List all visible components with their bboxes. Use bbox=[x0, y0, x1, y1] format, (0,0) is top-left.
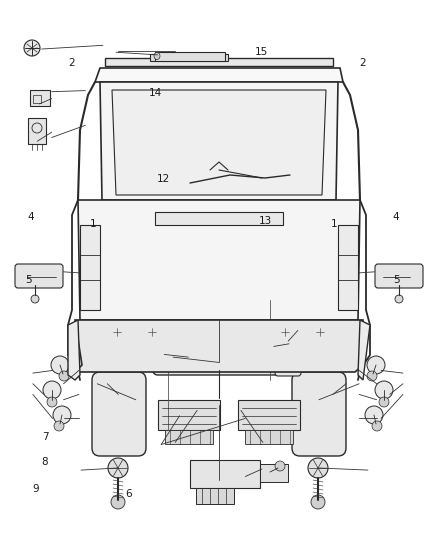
FancyBboxPatch shape bbox=[15, 264, 63, 288]
Circle shape bbox=[379, 397, 389, 407]
Circle shape bbox=[372, 421, 382, 431]
Ellipse shape bbox=[154, 52, 160, 60]
Circle shape bbox=[112, 327, 122, 337]
Text: 4: 4 bbox=[392, 213, 399, 222]
Circle shape bbox=[395, 295, 403, 303]
Polygon shape bbox=[95, 68, 343, 82]
Polygon shape bbox=[155, 212, 283, 225]
Text: 5: 5 bbox=[393, 275, 400, 285]
Text: 1: 1 bbox=[90, 219, 96, 229]
Circle shape bbox=[51, 356, 69, 374]
Bar bbox=[196, 488, 234, 504]
Circle shape bbox=[205, 156, 233, 184]
Text: 7: 7 bbox=[42, 432, 48, 442]
Polygon shape bbox=[338, 225, 358, 310]
Circle shape bbox=[108, 458, 128, 478]
Text: 2: 2 bbox=[359, 58, 366, 68]
Bar bbox=[155, 52, 225, 61]
Polygon shape bbox=[112, 90, 326, 195]
Bar bbox=[260, 464, 288, 482]
Circle shape bbox=[367, 356, 385, 374]
Bar bbox=[105, 58, 333, 66]
FancyBboxPatch shape bbox=[153, 343, 285, 375]
Circle shape bbox=[311, 495, 325, 509]
Polygon shape bbox=[78, 200, 360, 320]
Text: 8: 8 bbox=[42, 457, 48, 466]
Polygon shape bbox=[80, 225, 100, 310]
Polygon shape bbox=[68, 320, 80, 380]
Circle shape bbox=[31, 295, 39, 303]
Text: 13: 13 bbox=[258, 216, 272, 226]
Ellipse shape bbox=[327, 209, 353, 227]
Circle shape bbox=[280, 327, 290, 337]
FancyBboxPatch shape bbox=[292, 372, 346, 456]
Bar bbox=[245, 430, 293, 444]
Circle shape bbox=[147, 327, 157, 337]
Circle shape bbox=[375, 381, 393, 399]
Circle shape bbox=[275, 461, 285, 471]
Ellipse shape bbox=[85, 209, 111, 227]
Text: 15: 15 bbox=[255, 47, 268, 57]
Circle shape bbox=[53, 406, 71, 424]
FancyBboxPatch shape bbox=[375, 264, 423, 288]
Bar bbox=[30, 90, 50, 106]
Polygon shape bbox=[100, 82, 338, 200]
Polygon shape bbox=[75, 320, 363, 372]
Text: 6: 6 bbox=[125, 489, 131, 498]
Circle shape bbox=[47, 397, 57, 407]
Circle shape bbox=[367, 371, 377, 381]
Circle shape bbox=[54, 421, 64, 431]
Circle shape bbox=[59, 371, 69, 381]
Bar bbox=[158, 400, 220, 430]
Bar bbox=[150, 54, 228, 61]
Bar bbox=[148, 352, 290, 360]
Text: 5: 5 bbox=[25, 275, 32, 285]
Bar bbox=[190, 460, 260, 488]
Circle shape bbox=[365, 406, 383, 424]
Bar bbox=[28, 118, 46, 144]
FancyBboxPatch shape bbox=[92, 372, 146, 456]
Text: 12: 12 bbox=[157, 174, 170, 183]
Circle shape bbox=[24, 40, 40, 56]
Bar bbox=[90, 326, 348, 336]
Polygon shape bbox=[358, 320, 370, 380]
Circle shape bbox=[308, 458, 328, 478]
Circle shape bbox=[43, 381, 61, 399]
Circle shape bbox=[111, 495, 125, 509]
Circle shape bbox=[315, 327, 325, 337]
Bar bbox=[165, 430, 213, 444]
Text: 14: 14 bbox=[149, 88, 162, 98]
Text: 1: 1 bbox=[331, 219, 337, 229]
Text: 4: 4 bbox=[27, 213, 34, 222]
FancyBboxPatch shape bbox=[275, 332, 301, 376]
Text: 9: 9 bbox=[33, 484, 39, 494]
Text: 2: 2 bbox=[68, 58, 74, 68]
Bar bbox=[33, 95, 41, 103]
Bar bbox=[238, 400, 300, 430]
